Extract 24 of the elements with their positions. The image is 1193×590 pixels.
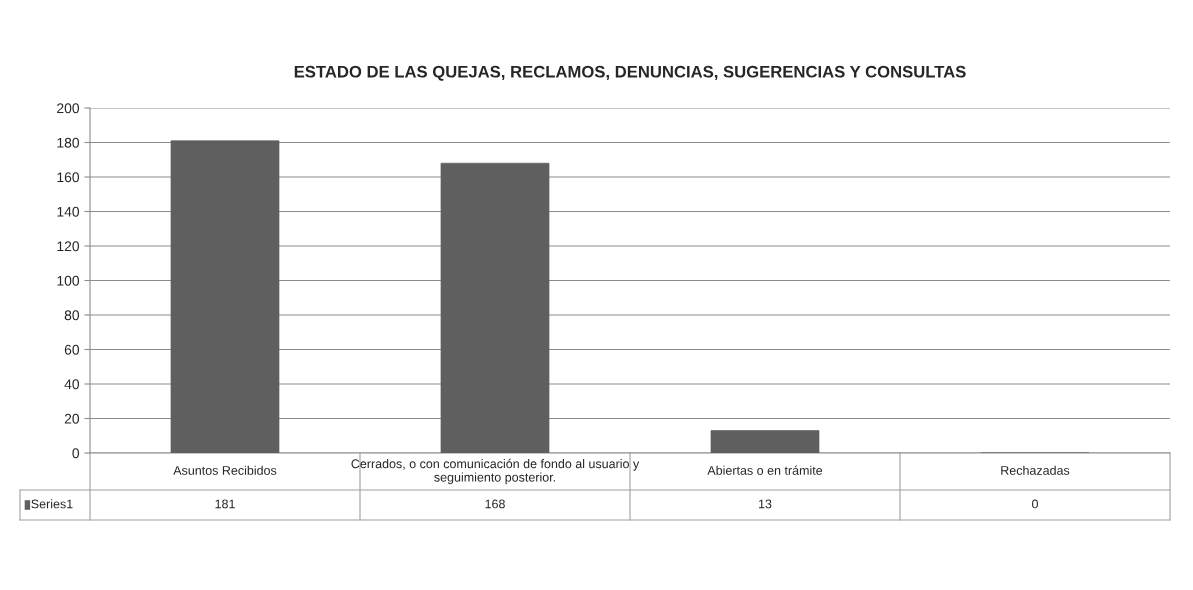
y-tick-label: 140 bbox=[57, 206, 80, 217]
x-tick-label: Abiertas o en trámite bbox=[707, 465, 823, 475]
legend-label: Series1 bbox=[31, 499, 73, 509]
chart-title: ESTADO DE LAS QUEJAS, RECLAMOS, DENUNCIAS, SUGERENCIAS Y CONSULTAS bbox=[294, 65, 966, 81]
bar bbox=[170, 140, 280, 453]
x-tick-label: Cerrados, o con comunicación de fondo al usuario y seguimiento posterior. bbox=[351, 458, 640, 485]
y-tick-label: 160 bbox=[57, 172, 80, 183]
x-tick-label: Rechazadas bbox=[1001, 465, 1070, 475]
y-tick-label: 120 bbox=[57, 241, 80, 252]
data-label: 13 bbox=[759, 499, 772, 509]
data-label: 0 bbox=[1032, 499, 1038, 509]
bar bbox=[710, 430, 820, 453]
data-label: 168 bbox=[485, 499, 505, 509]
y-tick-label: 200 bbox=[57, 103, 80, 114]
y-tick-label: 0 bbox=[72, 448, 80, 459]
y-tick-label: 20 bbox=[64, 413, 80, 424]
y-tick-label: 40 bbox=[64, 379, 80, 390]
data-label: 181 bbox=[215, 499, 235, 509]
y-tick-label: 60 bbox=[64, 344, 80, 355]
y-tick-label: 180 bbox=[57, 137, 80, 148]
y-tick-label: 80 bbox=[64, 310, 80, 321]
y-tick-label: 100 bbox=[57, 275, 80, 286]
bar bbox=[440, 162, 550, 453]
x-tick-label: Asuntos Recibidos bbox=[173, 465, 277, 475]
